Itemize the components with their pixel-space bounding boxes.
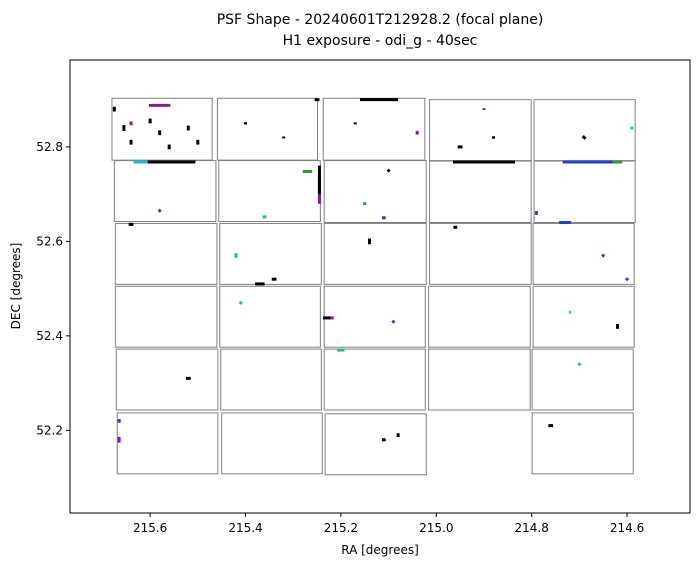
ccd-outline <box>322 97 426 161</box>
x-tick-label: 214.8 <box>514 521 548 535</box>
ccd-outline <box>323 160 427 223</box>
psf-whisker <box>601 253 606 258</box>
ccd-outline <box>531 348 634 411</box>
ccd-outline <box>324 413 427 476</box>
ccd-outline <box>219 222 322 285</box>
y-tick-label: 52.2 <box>36 423 63 437</box>
ccd-outline <box>218 160 321 223</box>
ccd-outline <box>531 412 634 475</box>
y-axis-label: DEC [degrees] <box>9 243 23 330</box>
ccd-outline <box>429 160 532 223</box>
x-tick-label: 214.6 <box>610 521 644 535</box>
ccd-outline <box>323 285 426 348</box>
ccd-outline <box>216 97 319 161</box>
x-axis-label: RA [degrees] <box>341 543 419 557</box>
y-axis-ticks: 52.2 52.4 52.6 52.8 <box>36 140 70 437</box>
y-tick-label: 52.4 <box>36 329 63 343</box>
ccd-outline <box>220 348 322 411</box>
chart-subtitle: H1 exposure - odi_g - 40sec <box>283 33 478 49</box>
psf-whisker <box>157 208 162 213</box>
psf-whisker <box>391 319 396 324</box>
ccd-outline <box>114 222 218 285</box>
ccd-outline <box>533 99 636 162</box>
plot-frame <box>69 59 691 514</box>
ccd-outline <box>219 285 321 348</box>
ccd-outlines <box>111 97 636 476</box>
ccd-outline <box>533 160 636 223</box>
x-tick-label: 215.0 <box>419 521 453 535</box>
x-tick-label: 215.4 <box>228 521 262 535</box>
ccd-outline <box>429 222 532 285</box>
ccd-outline <box>429 99 532 162</box>
ccd-outline <box>114 285 218 348</box>
ccd-outline <box>323 348 426 411</box>
x-tick-label: 215.2 <box>324 521 358 535</box>
chart-title: PSF Shape - 20240601T212928.2 (focal pla… <box>217 12 544 28</box>
psf-whiskers <box>112 98 634 443</box>
ccd-outline <box>115 348 219 411</box>
psf-whisker <box>581 135 587 140</box>
ccd-outline <box>221 412 323 475</box>
ccd-outline <box>111 97 213 161</box>
ccd-outline <box>428 348 531 411</box>
psf-whisker <box>624 277 630 282</box>
psf-whisker <box>386 168 391 173</box>
ccd-outline <box>116 412 219 475</box>
y-tick-label: 52.6 <box>36 234 63 248</box>
ccd-outline <box>532 285 635 348</box>
y-tick-label: 52.8 <box>36 140 63 154</box>
psf-whisker <box>577 362 582 367</box>
ccd-outline <box>323 222 427 285</box>
ccd-outline <box>428 285 531 348</box>
x-axis-ticks: 215.6 215.4 215.2 215.0 214.8 214.6 <box>133 513 644 535</box>
psf-whisker <box>238 300 243 305</box>
x-tick-label: 215.6 <box>133 521 167 535</box>
ccd-outline <box>113 160 217 223</box>
ccd-outline <box>532 222 635 285</box>
